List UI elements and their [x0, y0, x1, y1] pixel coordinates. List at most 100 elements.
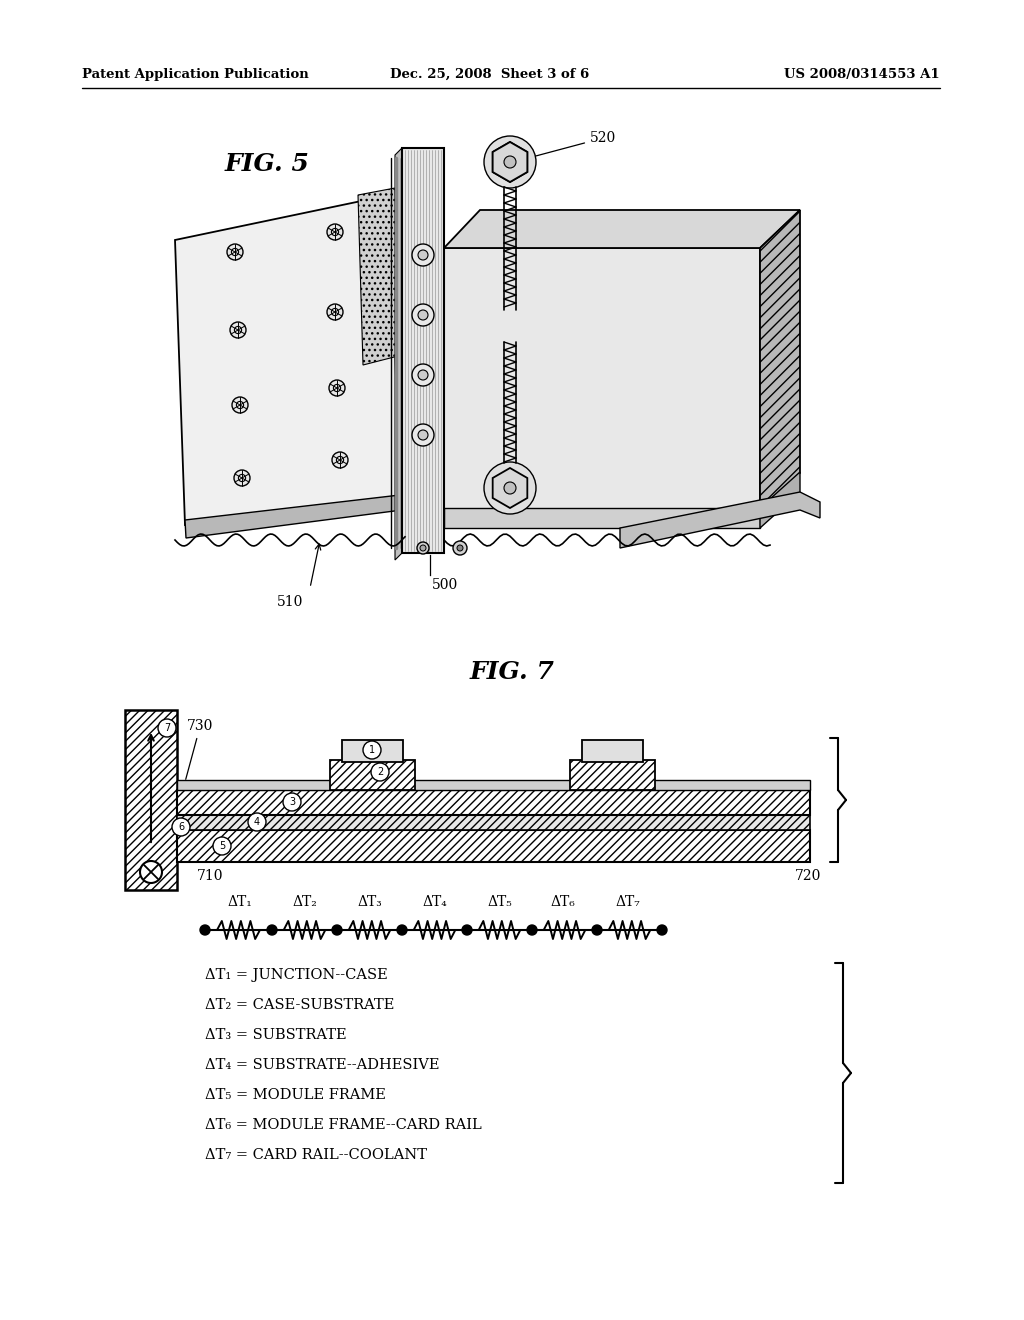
Text: ΔT₂: ΔT₂ — [293, 895, 317, 909]
Text: 730: 730 — [185, 719, 213, 779]
Bar — [342, 741, 403, 762]
Circle shape — [332, 228, 339, 235]
Bar — [177, 780, 810, 789]
Circle shape — [397, 925, 407, 935]
Circle shape — [453, 541, 467, 554]
Polygon shape — [444, 248, 760, 510]
Text: ΔT₅: ΔT₅ — [487, 895, 512, 909]
Text: Patent Application Publication: Patent Application Publication — [82, 69, 309, 81]
Circle shape — [484, 462, 536, 513]
Polygon shape — [493, 469, 527, 508]
Circle shape — [283, 793, 301, 810]
Text: 5: 5 — [219, 841, 225, 851]
Text: Dec. 25, 2008  Sheet 3 of 6: Dec. 25, 2008 Sheet 3 of 6 — [390, 69, 589, 81]
Text: ΔT₄: ΔT₄ — [423, 895, 447, 909]
Bar — [582, 741, 643, 762]
Circle shape — [327, 224, 343, 240]
Circle shape — [232, 397, 248, 413]
Circle shape — [412, 424, 434, 446]
Circle shape — [237, 401, 244, 409]
Text: ΔT₁: ΔT₁ — [227, 895, 252, 909]
Polygon shape — [444, 508, 760, 528]
Polygon shape — [760, 210, 800, 510]
Text: ΔT₇: ΔT₇ — [615, 895, 640, 909]
Circle shape — [337, 457, 344, 463]
Polygon shape — [760, 473, 800, 528]
Circle shape — [334, 384, 341, 392]
Circle shape — [234, 470, 250, 486]
Text: 2: 2 — [377, 767, 383, 777]
Circle shape — [462, 925, 472, 935]
Bar — [402, 148, 444, 553]
Bar — [330, 760, 415, 789]
Bar — [125, 710, 177, 890]
Text: ΔT₇ = CARD RAIL--COOLANT: ΔT₇ = CARD RAIL--COOLANT — [205, 1148, 427, 1162]
Polygon shape — [175, 195, 400, 525]
Text: FIG. 7: FIG. 7 — [470, 660, 554, 684]
Circle shape — [371, 763, 389, 781]
Circle shape — [362, 741, 381, 759]
Circle shape — [158, 719, 176, 737]
Circle shape — [657, 925, 667, 935]
Text: 500: 500 — [432, 578, 459, 591]
Circle shape — [140, 861, 162, 883]
Text: ΔT₃ = SUBSTRATE: ΔT₃ = SUBSTRATE — [205, 1028, 347, 1041]
Text: FIG. 5: FIG. 5 — [225, 152, 310, 176]
Text: ΔT₂ = CASE-SUBSTRATE: ΔT₂ = CASE-SUBSTRATE — [205, 998, 394, 1012]
Polygon shape — [358, 187, 402, 366]
Polygon shape — [185, 495, 402, 539]
Circle shape — [332, 451, 348, 469]
Circle shape — [417, 543, 429, 554]
Circle shape — [234, 326, 242, 334]
Circle shape — [412, 364, 434, 385]
Bar — [570, 760, 655, 789]
Circle shape — [418, 249, 428, 260]
Circle shape — [231, 248, 239, 256]
Text: 510: 510 — [276, 595, 303, 609]
Text: 1: 1 — [369, 744, 375, 755]
Circle shape — [418, 370, 428, 380]
Polygon shape — [395, 148, 402, 560]
Text: ΔT₄ = SUBSTRATE--ADHESIVE: ΔT₄ = SUBSTRATE--ADHESIVE — [205, 1059, 439, 1072]
Text: ΔT₆ = MODULE FRAME--CARD RAIL: ΔT₆ = MODULE FRAME--CARD RAIL — [205, 1118, 481, 1133]
Circle shape — [420, 545, 426, 550]
Bar — [177, 814, 810, 830]
Circle shape — [484, 136, 536, 187]
Circle shape — [412, 304, 434, 326]
Circle shape — [327, 304, 343, 319]
Circle shape — [527, 925, 537, 935]
Circle shape — [418, 310, 428, 319]
Circle shape — [418, 430, 428, 440]
Circle shape — [200, 925, 210, 935]
Bar — [177, 789, 810, 814]
Text: 3: 3 — [289, 797, 295, 807]
Polygon shape — [493, 143, 527, 182]
Circle shape — [227, 244, 243, 260]
Circle shape — [504, 482, 516, 494]
Circle shape — [267, 925, 278, 935]
Text: US 2008/0314553 A1: US 2008/0314553 A1 — [784, 69, 940, 81]
Text: ΔT₆: ΔT₆ — [551, 895, 575, 909]
Text: 4: 4 — [254, 817, 260, 828]
Text: 6: 6 — [178, 822, 184, 832]
Circle shape — [592, 925, 602, 935]
Bar — [177, 830, 810, 862]
Circle shape — [329, 380, 345, 396]
Circle shape — [457, 545, 463, 550]
Text: 710: 710 — [197, 869, 223, 883]
Polygon shape — [620, 492, 820, 548]
Text: 520: 520 — [535, 131, 616, 156]
Circle shape — [504, 156, 516, 168]
Polygon shape — [493, 143, 527, 182]
Circle shape — [332, 925, 342, 935]
Circle shape — [248, 813, 266, 832]
Circle shape — [412, 244, 434, 267]
Circle shape — [332, 309, 339, 315]
Text: ΔT₃: ΔT₃ — [357, 895, 382, 909]
Text: ΔT₁ = JUNCTION--CASE: ΔT₁ = JUNCTION--CASE — [205, 968, 388, 982]
Text: 7: 7 — [164, 723, 170, 733]
Text: 720: 720 — [795, 869, 821, 883]
Circle shape — [213, 837, 231, 855]
Circle shape — [172, 818, 190, 836]
Polygon shape — [444, 210, 800, 248]
